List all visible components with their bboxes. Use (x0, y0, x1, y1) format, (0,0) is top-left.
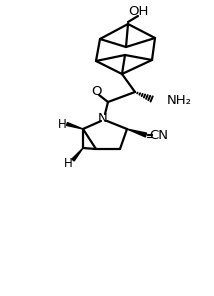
Text: O: O (91, 84, 101, 97)
Polygon shape (127, 129, 147, 137)
Polygon shape (67, 123, 83, 129)
Text: N: N (98, 112, 108, 125)
Text: NH₂: NH₂ (167, 94, 192, 107)
Text: H: H (64, 157, 72, 170)
Text: CN: CN (150, 128, 168, 141)
Polygon shape (72, 148, 83, 161)
Text: H: H (58, 118, 66, 131)
Text: OH: OH (128, 4, 148, 17)
